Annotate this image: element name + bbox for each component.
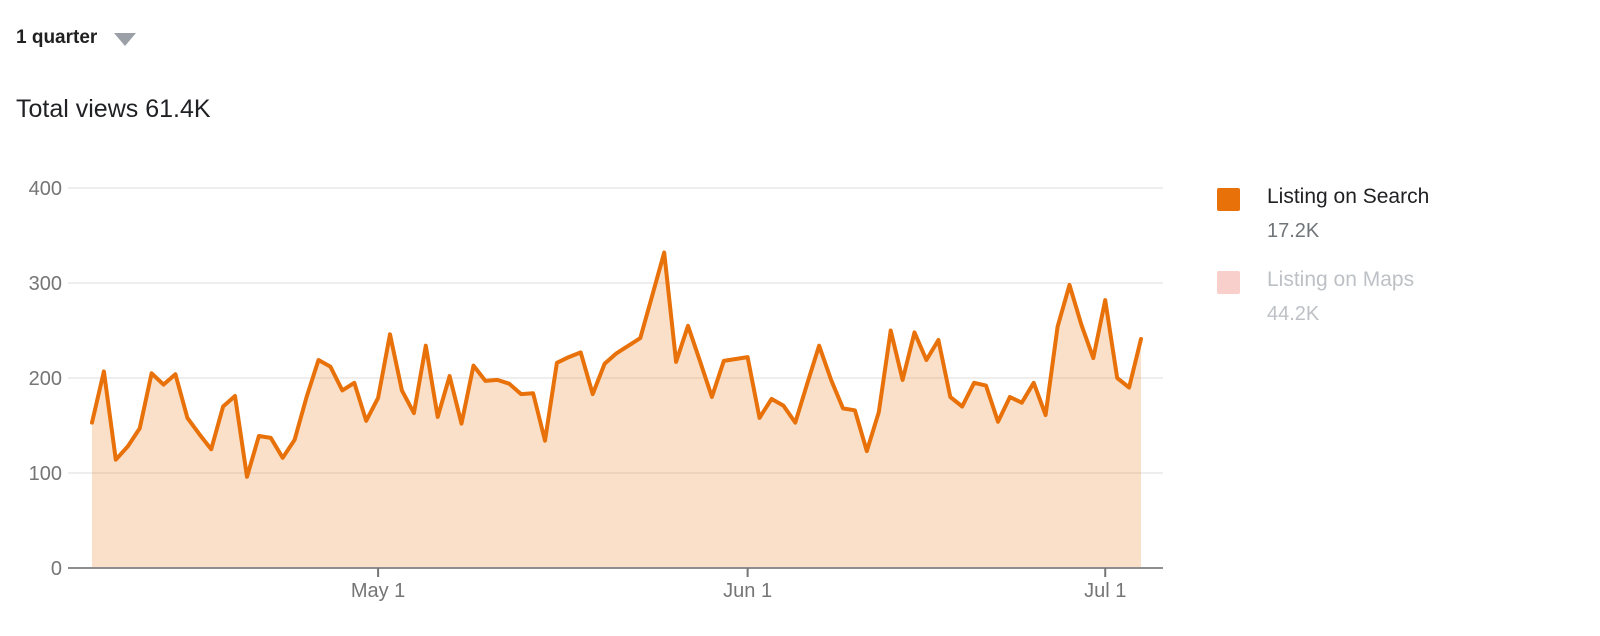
legend-item-listing-on-search[interactable]: Listing on Search 17.2K	[1217, 186, 1429, 243]
period-selector-label: 1 quarter	[16, 27, 98, 48]
legend-value-maps: 44.2K	[1267, 303, 1320, 325]
search-series-area	[92, 252, 1141, 568]
legend-label-maps: Listing on Maps	[1267, 268, 1415, 291]
search-series-swatch	[1217, 188, 1240, 211]
legend-value-search: 17.2K	[1267, 220, 1320, 242]
y-axis-label-100: 100	[29, 463, 62, 485]
x-axis-label-may-1: May 1	[351, 580, 405, 602]
period-selector[interactable]: 1 quarter	[16, 27, 137, 49]
total-views-title: Total views 61.4K	[16, 95, 211, 123]
y-axis-label-400: 400	[29, 178, 62, 200]
y-axis-label-0: 0	[51, 558, 62, 580]
x-axis-label-jun-1: Jun 1	[723, 580, 772, 602]
search-series-line	[90, 250, 1143, 479]
chart-legend: Listing on Search 17.2K Listing on Maps …	[1217, 186, 1429, 352]
chevron-down-icon	[114, 33, 137, 46]
y-axis-label-300: 300	[29, 273, 62, 295]
legend-item-listing-on-maps[interactable]: Listing on Maps 44.2K	[1217, 269, 1429, 326]
legend-label-search: Listing on Search	[1267, 185, 1430, 208]
y-axis-label-200: 200	[29, 368, 62, 390]
maps-series-swatch	[1217, 271, 1240, 294]
x-axis-label-jul-1: Jul 1	[1084, 580, 1126, 602]
